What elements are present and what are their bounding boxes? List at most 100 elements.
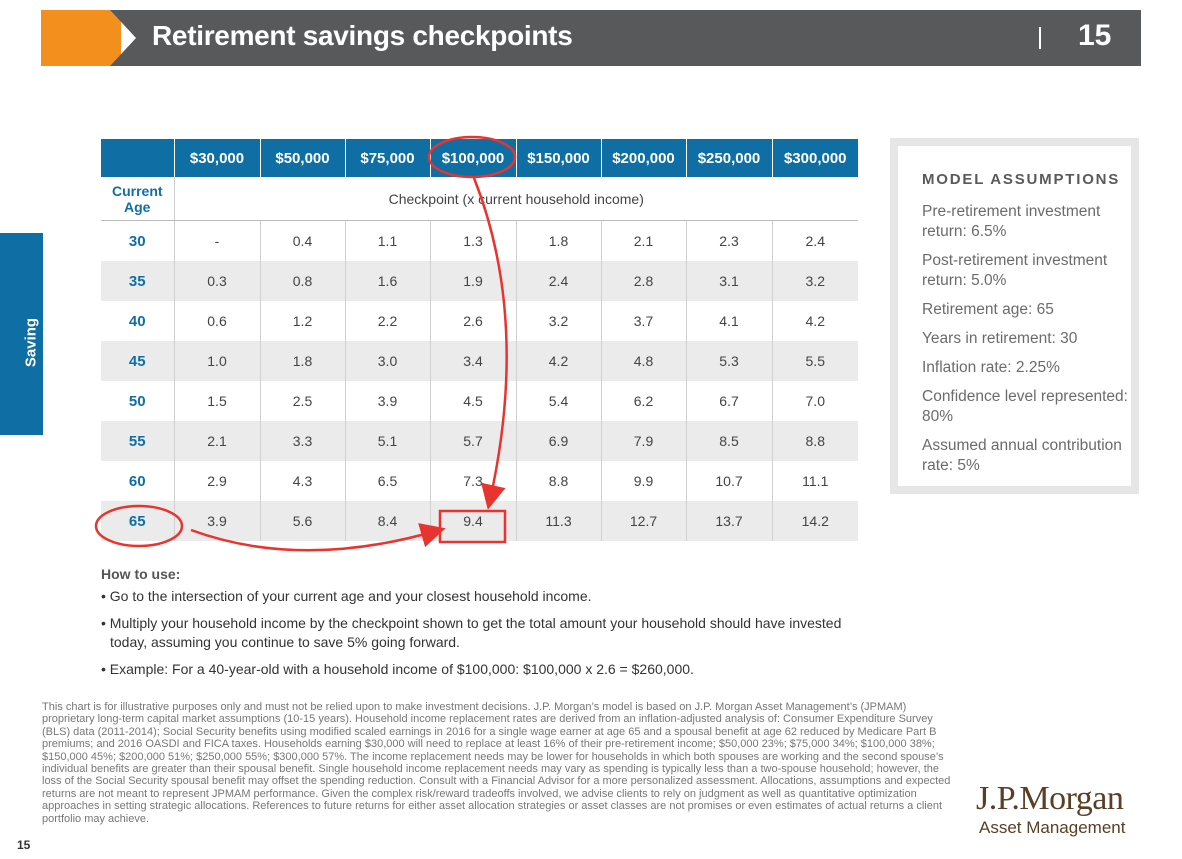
table-row: 40 0.6 1.2 2.2 2.6 3.2 3.7 4.1 4.2 (101, 301, 858, 341)
checkpoint-cell: 9.9 (600, 461, 686, 501)
checkpoint-cell: 5.7 (429, 421, 516, 461)
checkpoint-cell: 5.3 (685, 341, 772, 381)
checkpoint-cell: 3.1 (685, 261, 772, 301)
checkpoint-label-row: Current Age Checkpoint (x current househ… (101, 177, 858, 221)
age-cell: 55 (101, 421, 174, 461)
checkpoint-cell: 0.4 (259, 220, 345, 261)
checkpoint-cell: 1.2 (259, 301, 345, 341)
checkpoint-cell: 4.8 (600, 341, 686, 381)
checkpoint-cell: 1.5 (173, 381, 260, 421)
checkpoint-cell: 1.8 (259, 341, 345, 381)
income-header-row: $30,000 $50,000 $75,000 $100,000 $150,00… (101, 139, 858, 177)
age-cell: 65 (101, 501, 174, 541)
checkpoint-cell: 6.2 (600, 381, 686, 421)
checkpoint-cell: 10.7 (685, 461, 772, 501)
checkpoint-cell: 0.8 (259, 261, 345, 301)
checkpoint-cell: 8.8 (515, 461, 601, 501)
age-cell: 45 (101, 341, 174, 381)
checkpoint-cell: 3.7 (600, 301, 686, 341)
age-header-line: Age (124, 198, 151, 215)
how-to-use-list: • Go to the intersection of your current… (101, 587, 871, 687)
checkpoint-cell: 9.4 (429, 501, 516, 541)
checkpoint-cell: 2.1 (173, 421, 260, 461)
section-side-label: Saving (22, 317, 40, 368)
checkpoint-cell: 2.3 (685, 220, 772, 261)
checkpoint-cell: 13.7 (685, 501, 772, 541)
checkpoint-cell: 4.2 (515, 341, 601, 381)
income-header: $200,000 (600, 139, 686, 177)
table-row: 30 -0.4 1.1 1.3 1.8 2.1 2.3 2.4 (101, 220, 858, 261)
income-header: $300,000 (771, 139, 858, 177)
how-to-use-item: • Multiply your household income by the … (101, 615, 842, 650)
page-title: Retirement savings checkpoints (152, 20, 573, 51)
checkpoint-cell: 2.4 (771, 220, 858, 261)
checkpoint-cell: 8.8 (771, 421, 858, 461)
checkpoint-cell: 11.3 (515, 501, 601, 541)
table-row: 60 2.9 4.3 6.5 7.3 8.8 9.9 10.7 11.1 (101, 461, 858, 501)
checkpoint-cell: 2.5 (259, 381, 345, 421)
assumption-item: Years in retirement: 30 (922, 330, 1078, 347)
assumptions-title: MODEL ASSUMPTIONS (922, 171, 1121, 188)
checkpoint-cell: 2.2 (344, 301, 430, 341)
model-assumptions-box: MODEL ASSUMPTIONS Pre-retirement investm… (890, 138, 1139, 494)
assumption-item: Assumed annual contribution rate: 5% (922, 437, 1122, 474)
income-header: $50,000 (259, 139, 345, 177)
how-to-use-item: • Go to the intersection of your current… (101, 588, 592, 604)
section-side-tab[interactable] (0, 233, 43, 435)
checkpoint-cell: 2.9 (173, 461, 260, 501)
checkpoint-cell: 5.4 (515, 381, 601, 421)
checkpoint-cell: 4.2 (771, 301, 858, 341)
checkpoint-cell: 14.2 (771, 501, 858, 541)
checkpoint-cell: 3.9 (344, 381, 430, 421)
header-accent (41, 10, 121, 66)
checkpoint-cell: 5.6 (259, 501, 345, 541)
income-header: $100,000 (429, 139, 516, 177)
checkpoint-cell: 4.5 (429, 381, 516, 421)
checkpoint-cell: 3.4 (429, 341, 516, 381)
checkpoint-cell: 8.5 (685, 421, 772, 461)
checkpoint-cell: 1.6 (344, 261, 430, 301)
checkpoint-cell: 3.0 (344, 341, 430, 381)
checkpoint-cell: 3.3 (259, 421, 345, 461)
income-header: $250,000 (685, 139, 772, 177)
checkpoint-cell: - (173, 220, 260, 261)
assumptions-list: Pre-retirement investment return: 6.5% P… (922, 202, 1132, 485)
checkpoint-cell: 7.3 (429, 461, 516, 501)
checkpoint-cell: 0.6 (173, 301, 260, 341)
header-page-number: 15 (1078, 19, 1112, 52)
header-divider (1039, 27, 1041, 49)
assumption-item: Inflation rate: 2.25% (922, 359, 1060, 376)
checkpoint-cell: 2.6 (429, 301, 516, 341)
checkpoint-table: $30,000 $50,000 $75,000 $100,000 $150,00… (101, 139, 858, 541)
how-to-use-title: How to use: (101, 566, 181, 582)
checkpoint-cell: 2.1 (600, 220, 686, 261)
table-row: 50 1.5 2.5 3.9 4.5 5.4 6.2 6.7 7.0 (101, 381, 858, 421)
age-header-line: Current (111, 182, 163, 199)
checkpoint-cell: 7.0 (771, 381, 858, 421)
checkpoint-cell: 6.7 (685, 381, 772, 421)
disclaimer-text: This chart is for illustrative purposes … (42, 701, 951, 825)
checkpoint-cell: 0.3 (173, 261, 260, 301)
table-row: 35 0.3 0.8 1.6 1.9 2.4 2.8 3.1 3.2 (101, 261, 858, 301)
checkpoint-cell: 5.1 (344, 421, 430, 461)
age-cell: 40 (128, 312, 146, 330)
checkpoint-cell: 11.1 (771, 461, 858, 501)
assumption-item: Post-retirement investment return: 5.0% (922, 252, 1108, 289)
checkpoint-cell: 6.5 (344, 461, 430, 501)
checkpoint-cell: 8.4 (344, 501, 430, 541)
checkpoint-cell: 3.2 (515, 301, 601, 341)
income-header: $150,000 (515, 139, 601, 177)
checkpoint-cell: 3.9 (173, 501, 260, 541)
checkpoint-cell: 1.3 (429, 220, 516, 261)
footer-page-number: 15 (17, 838, 31, 852)
checkpoint-cell: 12.7 (600, 501, 686, 541)
age-cell: 50 (128, 392, 146, 410)
how-to-use-item: • Example: For a 40-year-old with a hous… (101, 661, 694, 677)
age-column-header: Current Age (101, 177, 175, 221)
checkpoint-cell: 4.3 (259, 461, 345, 501)
checkpoint-cell: 3.2 (771, 261, 858, 301)
checkpoint-cell: 5.5 (771, 341, 858, 381)
checkpoint-cell: 1.9 (429, 261, 516, 301)
checkpoint-cell: 2.8 (600, 261, 686, 301)
table-row: 45 1.0 1.8 3.0 3.4 4.2 4.8 5.3 5.5 (101, 341, 858, 381)
